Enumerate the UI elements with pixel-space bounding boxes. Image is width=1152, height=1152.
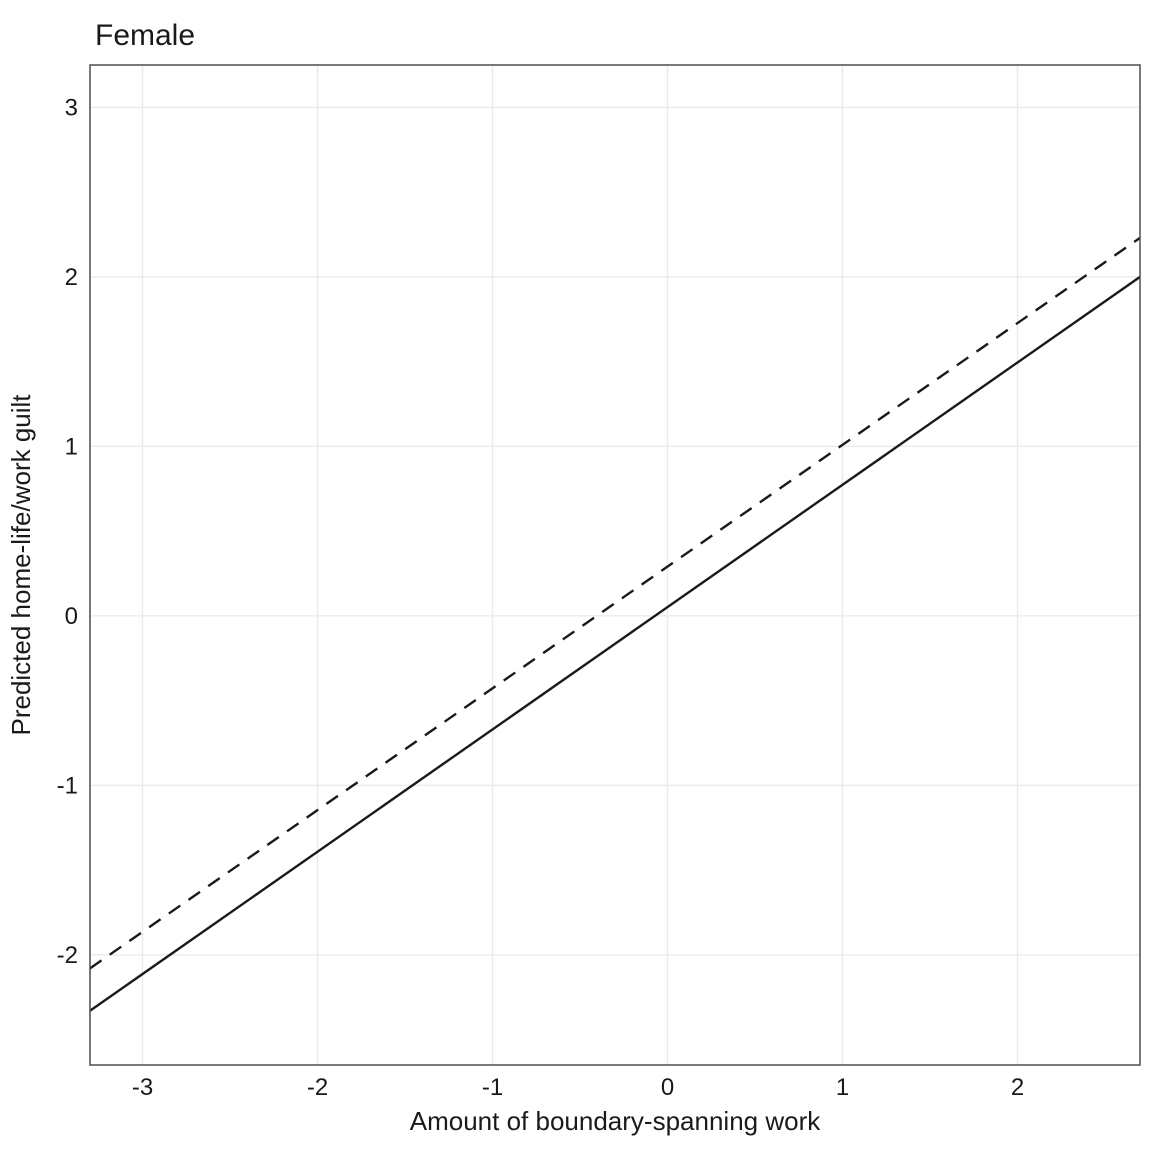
y-tick-label: -2 bbox=[57, 942, 78, 969]
x-tick-label: 2 bbox=[1011, 1074, 1024, 1101]
y-tick-label: 2 bbox=[65, 264, 78, 291]
chart-container: -3 -2 -1 0 1 2 -2 -1 0 1 2 3 Female Amount of boun… bbox=[0, 0, 1152, 1152]
y-tick-label: 3 bbox=[65, 94, 78, 121]
y-axis-label: Predicted home-life/work guilt bbox=[6, 394, 36, 736]
chart-title: Female bbox=[95, 19, 195, 52]
line-chart: -3 -2 -1 0 1 2 -2 -1 0 1 2 3 Female Amount of boun… bbox=[0, 0, 1152, 1152]
x-tick-label: -1 bbox=[482, 1074, 503, 1101]
x-tick-label: 0 bbox=[661, 1074, 674, 1101]
y-tick-label: -1 bbox=[57, 772, 78, 799]
x-axis-label: Amount of boundary-spanning work bbox=[410, 1106, 821, 1136]
y-tick-label: 0 bbox=[65, 603, 78, 630]
x-tick-label: 1 bbox=[836, 1074, 849, 1101]
x-tick-label: -2 bbox=[307, 1074, 328, 1101]
x-tick-label: -3 bbox=[132, 1074, 153, 1101]
y-tick-label: 1 bbox=[65, 433, 78, 460]
x-tick-labels: -3 -2 -1 0 1 2 bbox=[132, 1074, 1024, 1101]
y-tick-labels: -2 -1 0 1 2 3 bbox=[57, 94, 78, 968]
panel-background bbox=[90, 65, 1140, 1065]
